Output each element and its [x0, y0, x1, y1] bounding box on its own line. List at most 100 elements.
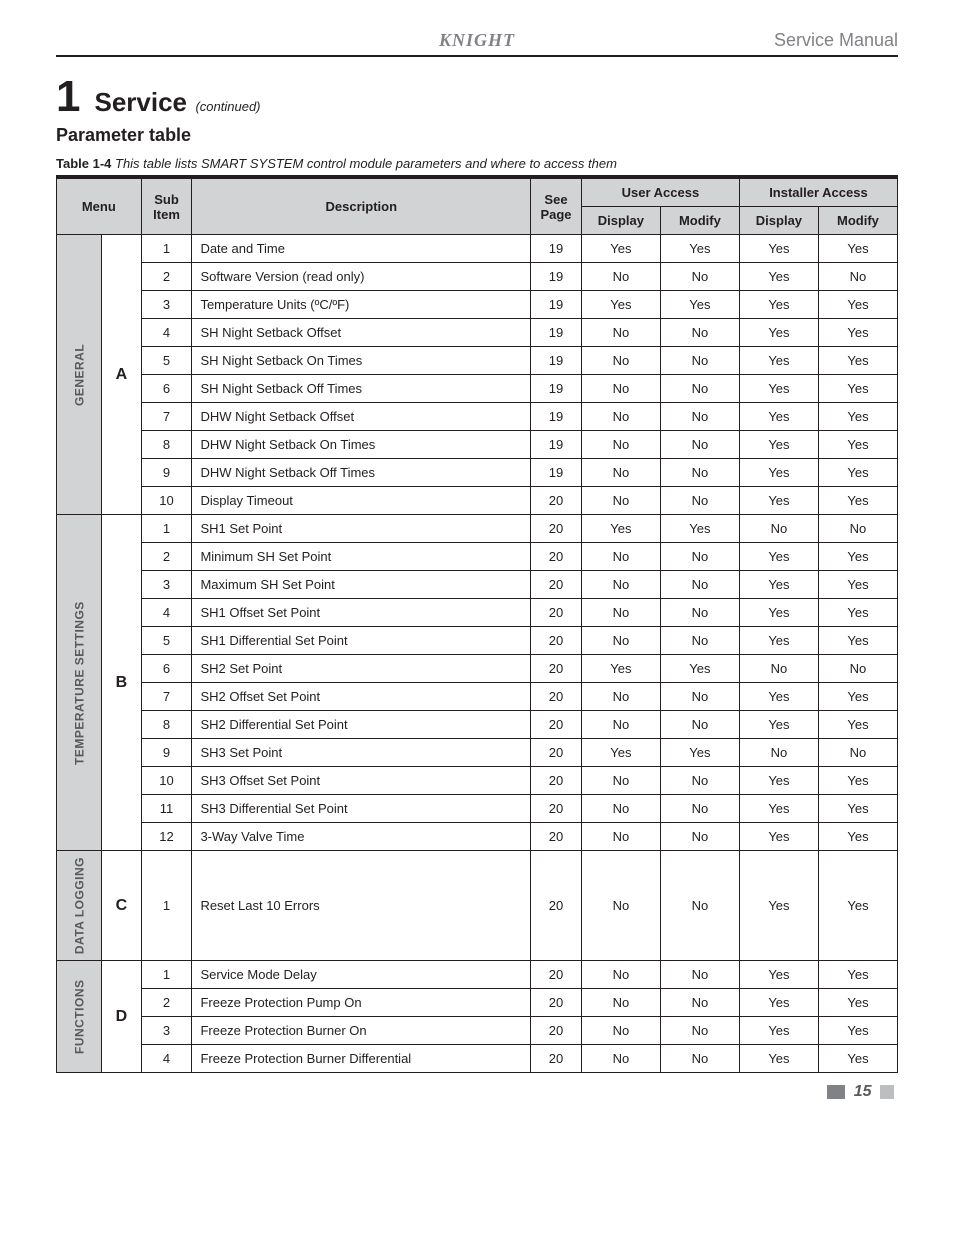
sub-item-number: 6	[141, 655, 192, 683]
caption-bold: Table 1-4	[56, 156, 111, 171]
table-row: 11SH3 Differential Set Point20NoNoYesYes	[57, 795, 898, 823]
see-page-cell: 20	[531, 571, 582, 599]
user-modify-cell: No	[660, 823, 739, 851]
installer-display-cell: Yes	[739, 319, 818, 347]
table-row: 3Temperature Units (ºC/ºF)19YesYesYesYes	[57, 291, 898, 319]
see-page-cell: 19	[531, 291, 582, 319]
see-page-cell: 20	[531, 711, 582, 739]
installer-display-cell: No	[739, 739, 818, 767]
user-display-cell: No	[581, 431, 660, 459]
sub-item-number: 7	[141, 683, 192, 711]
section-number: 1	[56, 75, 80, 119]
see-page-cell: 20	[531, 851, 582, 961]
col-menu: Menu	[57, 179, 142, 235]
description-cell: SH1 Offset Set Point	[192, 599, 531, 627]
see-page-cell: 20	[531, 767, 582, 795]
installer-display-cell: Yes	[739, 291, 818, 319]
menu-label: FUNCTIONS	[57, 961, 102, 1073]
table-caption: Table 1-4 This table lists SMART SYSTEM …	[56, 156, 898, 178]
brand-logo: KNIGHT	[439, 30, 515, 51]
col-user-access: User Access	[581, 179, 739, 207]
description-cell: SH2 Differential Set Point	[192, 711, 531, 739]
description-cell: Temperature Units (ºC/ºF)	[192, 291, 531, 319]
user-display-cell: No	[581, 459, 660, 487]
see-page-cell: 20	[531, 487, 582, 515]
see-page-cell: 19	[531, 235, 582, 263]
col-installer-modify: Modify	[818, 207, 897, 235]
user-modify-cell: Yes	[660, 291, 739, 319]
table-row: GENERALA1Date and Time19YesYesYesYes	[57, 235, 898, 263]
installer-display-cell: Yes	[739, 263, 818, 291]
table-row: 9SH3 Set Point20YesYesNoNo	[57, 739, 898, 767]
installer-modify-cell: Yes	[818, 319, 897, 347]
sub-item-number: 1	[141, 961, 192, 989]
installer-modify-cell: No	[818, 263, 897, 291]
table-row: 4SH Night Setback Offset19NoNoYesYes	[57, 319, 898, 347]
installer-display-cell: Yes	[739, 1045, 818, 1073]
user-display-cell: No	[581, 711, 660, 739]
description-cell: Date and Time	[192, 235, 531, 263]
table-row: 7SH2 Offset Set Point20NoNoYesYes	[57, 683, 898, 711]
table-row: 2Software Version (read only)19NoNoYesNo	[57, 263, 898, 291]
table-row: TEMPERATURE SETTINGSB1SH1 Set Point20Yes…	[57, 515, 898, 543]
user-display-cell: No	[581, 543, 660, 571]
table-row: DATA LOGGINGC1Reset Last 10 Errors20NoNo…	[57, 851, 898, 961]
sub-item-number: 9	[141, 739, 192, 767]
sub-item-number: 1	[141, 515, 192, 543]
see-page-cell: 20	[531, 961, 582, 989]
user-display-cell: No	[581, 599, 660, 627]
user-modify-cell: Yes	[660, 655, 739, 683]
description-cell: SH Night Setback Offset	[192, 319, 531, 347]
installer-display-cell: Yes	[739, 823, 818, 851]
user-display-cell: No	[581, 263, 660, 291]
user-display-cell: Yes	[581, 235, 660, 263]
installer-display-cell: Yes	[739, 795, 818, 823]
menu-label: GENERAL	[57, 235, 102, 515]
sub-item-number: 8	[141, 711, 192, 739]
installer-modify-cell: Yes	[818, 961, 897, 989]
installer-modify-cell: Yes	[818, 543, 897, 571]
col-see-page: See Page	[531, 179, 582, 235]
page-container: KNIGHT Service Manual 1 Service (continu…	[0, 0, 954, 1121]
user-display-cell: No	[581, 319, 660, 347]
sub-item-number: 5	[141, 627, 192, 655]
installer-display-cell: Yes	[739, 347, 818, 375]
user-modify-cell: No	[660, 1045, 739, 1073]
menu-label: DATA LOGGING	[57, 851, 102, 961]
page-number: 15	[854, 1083, 872, 1100]
user-display-cell: No	[581, 851, 660, 961]
user-display-cell: No	[581, 961, 660, 989]
table-row: 6SH2 Set Point20YesYesNoNo	[57, 655, 898, 683]
see-page-cell: 20	[531, 515, 582, 543]
sub-item-number: 6	[141, 375, 192, 403]
table-row: 9DHW Night Setback Off Times19NoNoYesYes	[57, 459, 898, 487]
sub-item-number: 4	[141, 319, 192, 347]
description-cell: SH1 Set Point	[192, 515, 531, 543]
description-cell: SH3 Differential Set Point	[192, 795, 531, 823]
description-cell: Freeze Protection Pump On	[192, 989, 531, 1017]
sub-item-number: 3	[141, 571, 192, 599]
user-display-cell: No	[581, 823, 660, 851]
parameter-table: Menu Sub Item Description See Page User …	[56, 178, 898, 1073]
table-row: 5SH Night Setback On Times19NoNoYesYes	[57, 347, 898, 375]
footer-decor-right	[880, 1085, 894, 1099]
user-display-cell: No	[581, 989, 660, 1017]
user-display-cell: No	[581, 627, 660, 655]
user-display-cell: Yes	[581, 291, 660, 319]
sub-item-number: 2	[141, 989, 192, 1017]
sub-item-number: 12	[141, 823, 192, 851]
installer-modify-cell: No	[818, 515, 897, 543]
installer-display-cell: Yes	[739, 683, 818, 711]
installer-display-cell: Yes	[739, 1017, 818, 1045]
installer-modify-cell: Yes	[818, 767, 897, 795]
user-modify-cell: No	[660, 543, 739, 571]
table-row: 10SH3 Offset Set Point20NoNoYesYes	[57, 767, 898, 795]
user-modify-cell: No	[660, 319, 739, 347]
user-display-cell: No	[581, 795, 660, 823]
menu-letter: C	[102, 851, 142, 961]
table-row: 123-Way Valve Time20NoNoYesYes	[57, 823, 898, 851]
user-modify-cell: No	[660, 767, 739, 795]
description-cell: Display Timeout	[192, 487, 531, 515]
section-title: Service	[94, 87, 187, 117]
see-page-cell: 19	[531, 263, 582, 291]
